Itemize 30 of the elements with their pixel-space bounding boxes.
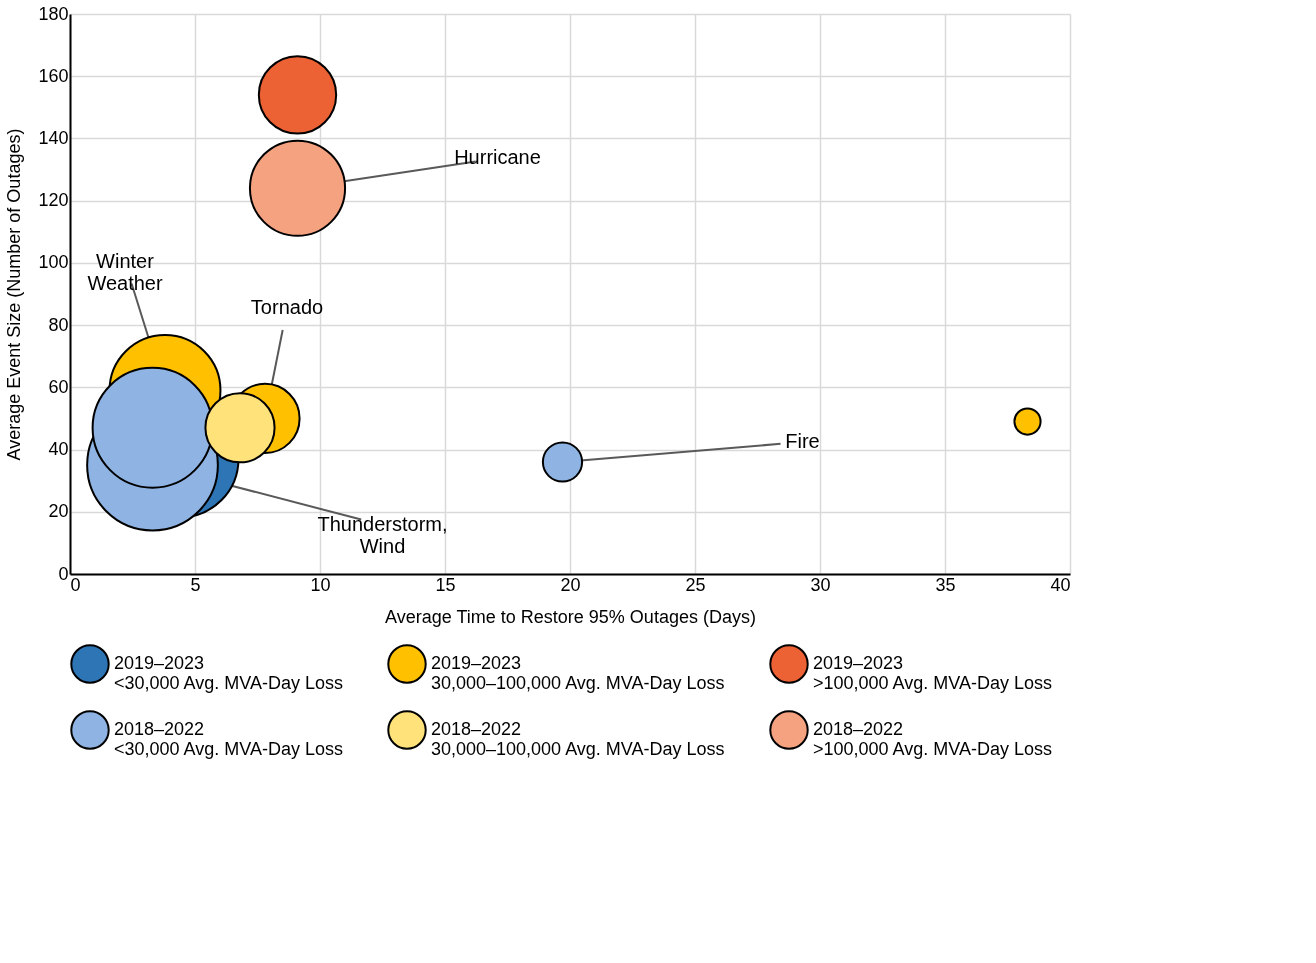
x-tick-label: 40 — [1050, 574, 1071, 595]
annotation: Winter Weather — [87, 250, 163, 295]
annotation: Tornado — [250, 296, 324, 319]
y-tick-label: 100 — [38, 252, 69, 273]
x-tick-label: 5 — [190, 574, 201, 595]
legend-label: 2018–2022 <30,000 Avg. MVA-Day Loss — [114, 719, 343, 759]
y-tick-label: 20 — [48, 501, 69, 522]
x-tick-label: 35 — [935, 574, 956, 595]
legend-label: 2019–2023 >100,000 Avg. MVA-Day Loss — [813, 653, 1052, 693]
y-tick-label: 160 — [38, 65, 69, 86]
annotation: Thunderstorm, Wind — [317, 513, 448, 558]
legend-label: 2018–2022 >100,000 Avg. MVA-Day Loss — [813, 719, 1052, 759]
y-tick-label: 180 — [38, 3, 69, 24]
y-tick-label: 80 — [48, 314, 69, 335]
x-tick-label: 15 — [435, 574, 456, 595]
annotation: Hurricane — [454, 146, 541, 169]
y-tick-label: 140 — [38, 127, 69, 148]
x-tick-label: 20 — [560, 574, 581, 595]
legend-label: 2019–2023 <30,000 Avg. MVA-Day Loss — [114, 653, 343, 693]
legend-label: 2018–2022 30,000–100,000 Avg. MVA-Day Loss — [431, 719, 725, 759]
annotation: Fire — [785, 430, 820, 452]
y-tick-label: 40 — [48, 439, 69, 460]
y-tick-label: 120 — [38, 190, 69, 211]
x-tick-label: 25 — [685, 574, 706, 595]
x-tick-label: 10 — [310, 574, 331, 595]
y-tick-label: 60 — [48, 376, 69, 397]
x-axis-title: Average Time to Restore 95% Outages (Days) — [385, 606, 756, 627]
y-axis-title: Average Event Size (Number of Outages) — [4, 128, 25, 461]
x-tick-label: 30 — [810, 574, 831, 595]
legend-label: 2019–2023 30,000–100,000 Avg. MVA-Day Loss — [431, 653, 725, 693]
